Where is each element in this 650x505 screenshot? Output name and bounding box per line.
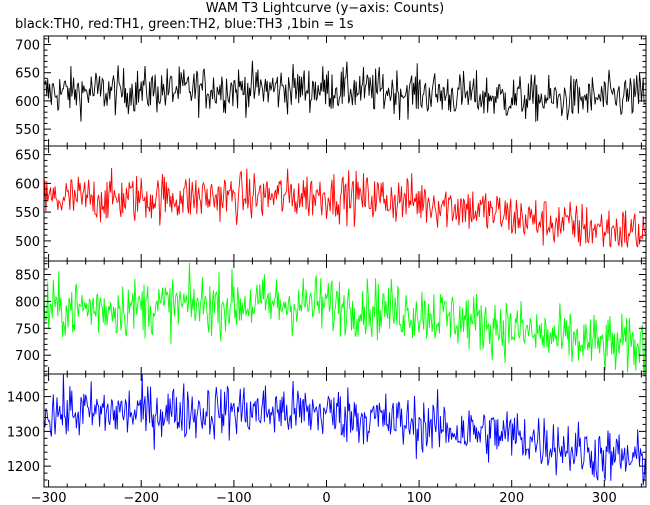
y-tick-label: 750 [15,322,40,337]
y-tick-label: 550 [15,123,40,138]
series-line-th2 [44,262,646,374]
series-line-th0 [44,60,646,122]
y-tick-label: 550 [15,206,40,221]
series-line-th3 [44,374,646,486]
panel-frame-th1 [43,145,647,262]
y-tick-label: 850 [15,268,40,283]
chart-title: WAM T3 Lightcurve (y−axis: Counts) [205,1,445,16]
y-tick-label: 700 [15,38,40,53]
y-tick-label: 800 [15,295,40,310]
x-tick-label: −200 [123,491,159,505]
y-tick-label: 500 [15,235,40,250]
x-tick-label: 0 [322,491,330,505]
y-tick-label: 650 [15,67,40,82]
chart-subtitle: black:TH0, red:TH1, green:TH2, blue:TH3 … [15,17,354,32]
y-tick-label: 1300 [7,425,40,440]
y-tick-label: 600 [15,95,40,110]
y-tick-label: 1200 [7,460,40,475]
x-tick-label: −100 [216,491,252,505]
y-tick-label: 1400 [7,391,40,406]
x-tick-label: −300 [31,491,67,505]
x-tick-label: 300 [592,491,617,505]
y-tick-label: 700 [15,349,40,364]
series-line-th1 [44,167,646,248]
panel-frame-th0 [43,35,647,147]
y-tick-label: 650 [15,149,40,164]
x-tick-label: 200 [499,491,524,505]
x-tick-label: 100 [407,491,432,505]
y-tick-label: 600 [15,177,40,192]
